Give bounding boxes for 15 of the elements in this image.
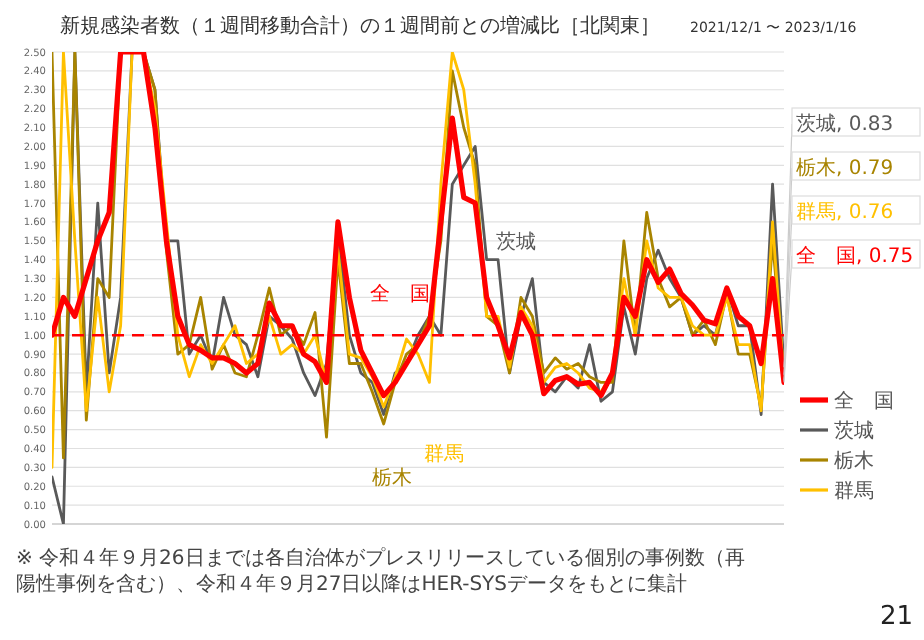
annotation: 茨城 bbox=[496, 230, 536, 254]
text: 全 国, 0.75 bbox=[796, 244, 914, 268]
text: 21 bbox=[880, 602, 914, 632]
annotation: 全 国 bbox=[370, 282, 430, 306]
annotation: 群馬 bbox=[424, 442, 464, 466]
legend-label: 茨城 bbox=[834, 419, 874, 443]
text: 群馬, 0.76 bbox=[796, 200, 894, 224]
chart-title: 新規感染者数（１週間移動合計）の１週間前との増減比［北関東］ bbox=[60, 14, 660, 38]
text: 栃木, 0.79 bbox=[796, 156, 894, 180]
text: 茨城, 0.83 bbox=[796, 112, 894, 136]
legend-label: 全 国 bbox=[834, 389, 894, 413]
text: ※ 令和４年９月26日までは各自治体がプレスリリースしている個別の事例数（再陽性事例を含む）、令和４年９月27日以降はHER-SYSデータをもとに集計 bbox=[16, 546, 745, 596]
legend-label: 栃木 bbox=[834, 449, 874, 473]
legend-label: 群馬 bbox=[834, 479, 874, 503]
annotation: 栃木 bbox=[372, 466, 412, 490]
